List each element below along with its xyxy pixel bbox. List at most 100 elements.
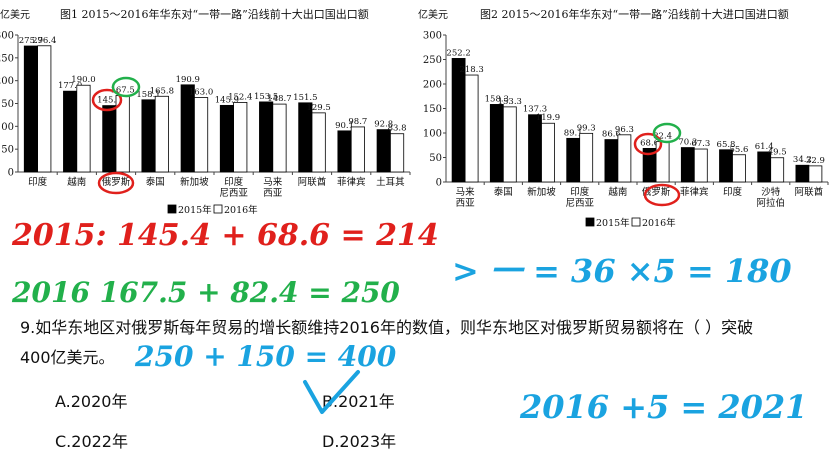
- import-chart: 图2 2015～2016年华东对“一带一路”沿线前十大进口国进口额 亿美元 0 50 1…: [416, 0, 833, 304]
- bar-2015: [142, 100, 155, 172]
- category-label: 印度: [28, 176, 48, 188]
- bar-2016: [465, 75, 478, 182]
- category-label: 泰国: [494, 186, 513, 198]
- data-label: 190.0: [71, 75, 95, 85]
- option-a[interactable]: A.2020年: [55, 388, 127, 412]
- data-label: 96.3: [615, 125, 634, 135]
- data-label: 167.5: [110, 86, 134, 96]
- data-label: 151.5: [293, 93, 317, 103]
- bar-2016: [155, 96, 168, 172]
- bar-2016: [618, 135, 631, 182]
- data-label: 49.5: [768, 148, 787, 158]
- bar-2016: [38, 46, 51, 172]
- bar-2016: [771, 158, 784, 182]
- chart-title: 图1 2015～2016年华东对“一带一路”沿线前十大出口国出口额: [60, 7, 369, 21]
- legend-swatch: [214, 205, 222, 213]
- y-tick-label: 300: [423, 31, 442, 42]
- data-label: 190.9: [176, 75, 200, 85]
- y-tick-label: 150: [0, 99, 14, 110]
- question-line-1: 9.如华东地区对俄罗斯每年贸易的增长额维持2016年的数值，则华东地区对俄罗斯贸…: [20, 313, 753, 343]
- data-label: 67.3: [691, 139, 710, 149]
- category-label: 马来: [456, 187, 476, 198]
- bar-2016: [733, 155, 746, 182]
- data-label: 165.8: [150, 86, 174, 96]
- bar-2016: [580, 133, 593, 182]
- data-label: 32.9: [806, 156, 825, 166]
- data-label: 252.2: [446, 48, 470, 58]
- data-label: 129.5: [306, 103, 330, 113]
- bar-2016: [694, 149, 707, 182]
- year-note: 2016 +5 = 2021: [519, 388, 807, 426]
- bar-2015: [452, 58, 465, 182]
- legend-label: 2015年: [178, 204, 212, 216]
- data-label: 83.8: [388, 124, 407, 134]
- option-b[interactable]: B.2021年: [322, 388, 395, 412]
- category-label: 新加坡: [527, 186, 556, 198]
- category-label: 印度: [224, 176, 244, 188]
- bar-2015: [490, 104, 503, 182]
- data-label: 218.3: [459, 65, 483, 75]
- category-label: 阿联酋: [795, 186, 824, 198]
- bar-2015: [377, 130, 390, 172]
- y-axis-unit: 亿美元: [418, 8, 448, 21]
- data-label: 99.3: [577, 123, 596, 133]
- bar-2016: [77, 85, 90, 172]
- data-label: 55.6: [730, 145, 749, 155]
- category-label: 俄罗斯: [642, 186, 671, 198]
- category-label: 阿拉伯: [756, 197, 785, 209]
- y-tick-label: 200: [0, 76, 14, 87]
- question-block: 9.如华东地区对俄罗斯每年贸易的增长额维持2016年的数值，则华东地区对俄罗斯贸…: [20, 313, 753, 373]
- bar-2015: [605, 140, 618, 182]
- chart-svg: 图2 2015～2016年华东对“一带一路”沿线前十大进口国进口额 亿美元 0 50 1…: [416, 0, 833, 300]
- legend-swatch: [168, 205, 176, 213]
- bar-2016: [116, 96, 129, 172]
- data-label: 119.9: [536, 113, 560, 123]
- bar-2015: [529, 115, 542, 182]
- category-label: 越南: [67, 176, 86, 188]
- legend-label: 2016年: [642, 217, 676, 229]
- data-label: 163.0: [189, 88, 213, 98]
- legend-label: 2016年: [224, 204, 258, 216]
- category-label: 西亚: [456, 198, 476, 209]
- y-tick-label: 0: [8, 168, 14, 179]
- y-tick-label: 150: [423, 104, 442, 115]
- export-chart: 图1 2015～2016年华东对“一带一路”沿线前十大出口国出口额 亿美元 0 50 1…: [0, 0, 416, 304]
- category-label: 印度: [570, 186, 590, 198]
- bar-2015: [299, 103, 312, 172]
- y-tick-label: 50: [1, 145, 14, 156]
- category-label: 印度: [723, 186, 743, 198]
- chart-title: 图2 2015～2016年华东对“一带一路”沿线前十大进口国进口额: [480, 7, 789, 21]
- option-c[interactable]: C.2022年: [55, 428, 128, 452]
- category-label: 尼西亚: [565, 198, 594, 209]
- bar-2016: [503, 107, 516, 182]
- option-d[interactable]: D.2023年: [322, 428, 396, 452]
- category-label: 阿联酋: [298, 176, 327, 188]
- category-label: 土耳其: [376, 176, 405, 188]
- bar-2015: [681, 148, 694, 182]
- bar-2015: [796, 165, 809, 182]
- y-tick-label: 300: [0, 31, 14, 42]
- category-label: 沙特: [761, 186, 781, 198]
- y-tick-label: 250: [0, 53, 14, 64]
- category-label: 菲律宾: [337, 176, 366, 188]
- bar-2016: [351, 127, 364, 172]
- y-axis-unit: 亿美元: [0, 8, 30, 21]
- category-label: 俄罗斯: [102, 176, 131, 188]
- question-line-2: 400亿美元。: [20, 343, 753, 373]
- category-label: 泰国: [146, 176, 165, 188]
- y-tick-label: 100: [423, 129, 442, 140]
- y-tick-label: 200: [423, 80, 442, 91]
- bar-2016: [656, 142, 669, 182]
- data-label: 276.4: [32, 36, 56, 46]
- bar-2015: [181, 85, 194, 172]
- bar-2016: [542, 123, 555, 182]
- bar-2016: [234, 102, 247, 172]
- data-label: 148.7: [267, 94, 291, 104]
- data-label: 82.4: [653, 132, 672, 142]
- bar-2015: [220, 105, 233, 172]
- bar-2015: [24, 46, 37, 172]
- category-label: 马来: [263, 177, 283, 188]
- legend-swatch: [586, 218, 594, 226]
- bar-2016: [273, 104, 286, 172]
- bar-2016: [809, 166, 822, 182]
